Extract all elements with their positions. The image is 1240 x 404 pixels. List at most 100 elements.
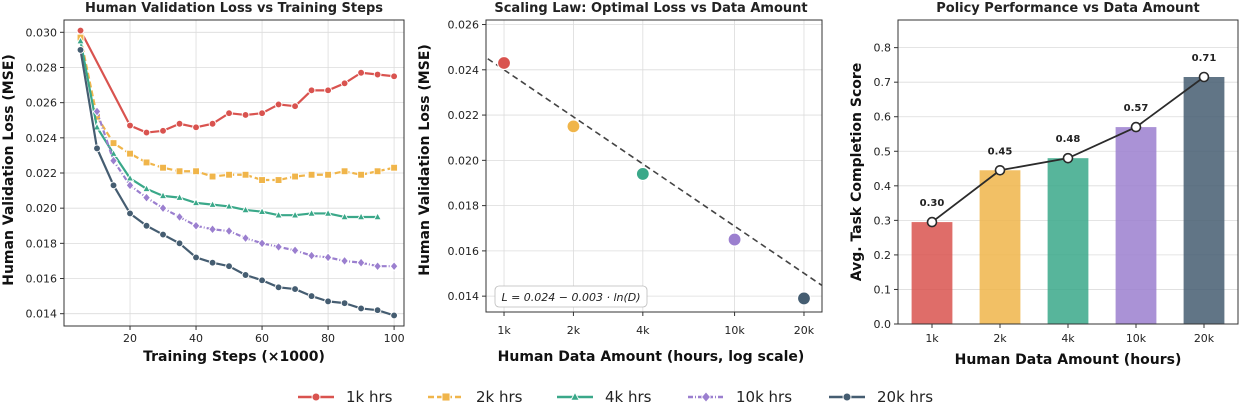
fit-line	[487, 58, 823, 287]
data-point	[241, 271, 250, 279]
data-point	[324, 297, 332, 306]
x-tick-label: 100	[384, 332, 405, 345]
y-tick-label: 0.022	[26, 167, 58, 180]
y-axis-label: Human Validation Loss (MSE)	[1, 54, 17, 286]
data-point	[225, 170, 233, 179]
data-point	[357, 68, 365, 77]
data-label: 0.71	[1192, 53, 1217, 64]
data-point	[76, 36, 85, 45]
data-point	[390, 72, 398, 81]
data-point	[340, 212, 349, 221]
data-point	[125, 180, 135, 191]
data-point	[192, 123, 200, 132]
data-point	[291, 172, 299, 181]
data-point	[357, 170, 365, 179]
data-point	[340, 299, 349, 307]
data-point	[274, 210, 283, 219]
series-line	[79, 49, 395, 317]
y-tick-label: 0.028	[26, 61, 58, 74]
x-tick-label: 10k	[724, 324, 745, 337]
data-point	[208, 258, 217, 267]
data-point	[291, 102, 299, 111]
data-point	[323, 208, 333, 217]
data-point	[76, 46, 85, 54]
data-label: 0.45	[988, 146, 1013, 157]
x-tick-label: 1k	[497, 324, 511, 337]
data-point	[727, 232, 742, 247]
data-point	[307, 86, 316, 95]
data-point	[241, 232, 250, 244]
data-point	[496, 55, 512, 71]
y-tick-label: 0.1	[874, 283, 892, 296]
x-tick-label: 20	[123, 332, 137, 345]
data-point	[142, 183, 151, 192]
bar	[911, 222, 953, 324]
data-point	[258, 276, 266, 285]
data-point	[356, 212, 366, 221]
data-point	[257, 206, 267, 215]
y-tick-label: 0.016	[26, 273, 58, 286]
data-point	[126, 209, 134, 218]
x-tick-label: 2k	[993, 332, 1007, 345]
x-tick-label: 2k	[567, 324, 581, 337]
data-point	[796, 291, 812, 306]
x-axis-label: Training Steps (×1000)	[143, 349, 325, 365]
data-point	[307, 292, 316, 300]
data-point	[224, 225, 234, 237]
data-point	[241, 205, 250, 214]
trend-point	[1062, 152, 1074, 164]
legend: 1k hrs 2k hrs 4k hrs 10k hrs 20k hrs	[298, 388, 933, 404]
data-point	[208, 172, 217, 181]
bar	[1183, 77, 1225, 324]
data-point	[208, 119, 217, 128]
data-point	[356, 257, 366, 268]
data-point	[290, 210, 300, 219]
loss-vs-steps-chart: Human Validation Loss vs Training Steps …	[1, 1, 405, 365]
legend-marker	[701, 391, 711, 403]
data-point	[175, 119, 184, 128]
data-point	[274, 241, 283, 252]
x-tick-label: 80	[321, 332, 335, 345]
data-point	[373, 70, 382, 79]
y-tick-label: 0.8	[874, 42, 892, 55]
data-point	[390, 163, 398, 172]
data-point	[158, 203, 168, 214]
legend-marker	[842, 392, 852, 402]
data-point	[224, 201, 234, 210]
plot-frame	[485, 19, 823, 313]
x-axis-label: Human Data Amount (hours)	[955, 352, 1182, 368]
data-point	[241, 111, 250, 119]
data-point	[566, 119, 581, 134]
data-point	[192, 253, 200, 262]
y-tick-label: 0.020	[26, 202, 58, 215]
y-tick-label: 0.4	[874, 180, 892, 193]
annotation-box	[494, 285, 648, 308]
data-point	[126, 149, 134, 158]
data-point	[175, 239, 184, 248]
trend-point	[926, 216, 938, 228]
bar	[979, 170, 1021, 324]
data-point	[373, 167, 382, 176]
y-axis-label: Avg. Task Completion Score	[849, 63, 865, 282]
data-point	[390, 311, 398, 320]
data-point	[373, 306, 382, 315]
data-point	[191, 220, 201, 231]
chart-title: Scaling Law: Optimal Loss vs Data Amount	[494, 1, 807, 16]
x-tick-label: 40	[189, 332, 203, 345]
data-point	[142, 192, 151, 203]
data-point	[340, 167, 349, 176]
y-tick-label: 0.014	[26, 308, 58, 321]
fit-equation: L = 0.024 − 0.003 · ln(D)	[501, 291, 640, 304]
y-tick-label: 0.6	[874, 111, 892, 124]
y-tick-label: 0.018	[448, 200, 480, 213]
data-point	[357, 304, 365, 313]
x-tick-label: 1k	[925, 332, 939, 345]
data-point	[109, 139, 118, 147]
legend-marker	[311, 392, 321, 402]
data-point	[257, 238, 267, 249]
series-line	[79, 37, 395, 182]
data-point	[109, 155, 118, 166]
data-point	[291, 285, 299, 293]
data-point	[307, 250, 316, 261]
y-tick-label: 0.5	[874, 145, 892, 158]
